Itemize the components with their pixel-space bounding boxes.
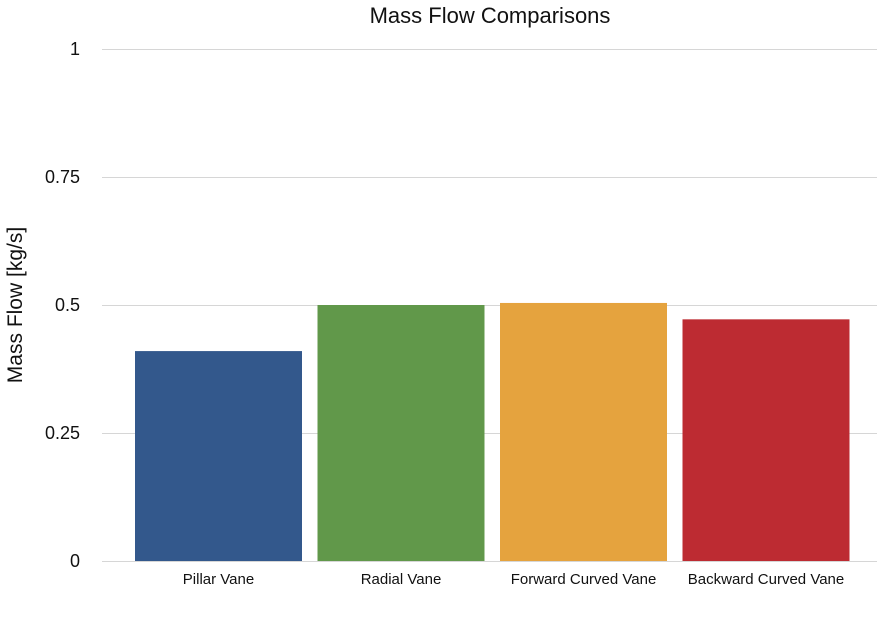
y-tick-label: 1 xyxy=(70,39,80,59)
bar-pillar-vane xyxy=(135,351,302,561)
y-tick-label: 0.5 xyxy=(55,295,80,315)
bar-backward-curved-vane xyxy=(682,319,850,561)
x-tick-label: Radial Vane xyxy=(361,571,442,588)
x-tick-label: Forward Curved Vane xyxy=(511,571,657,588)
x-tick-label: Pillar Vane xyxy=(183,571,254,588)
bars xyxy=(135,302,850,561)
bar-forward-curved-vane xyxy=(500,302,667,561)
bar-radial-vane xyxy=(317,305,485,561)
chart-title: Mass Flow Comparisons xyxy=(370,3,611,28)
y-axis-ticks: 0 0.25 0.5 0.75 1 xyxy=(45,39,80,571)
y-tick-label: 0.25 xyxy=(45,423,80,443)
x-axis-ticks: Pillar Vane Radial Vane Forward Curved Van… xyxy=(183,571,844,588)
y-axis-label: Mass Flow [kg/s] xyxy=(4,227,27,383)
y-tick-label: 0 xyxy=(70,551,80,571)
y-tick-label: 0.75 xyxy=(45,167,80,187)
x-tick-label: Backward Curved Vane xyxy=(688,571,844,588)
